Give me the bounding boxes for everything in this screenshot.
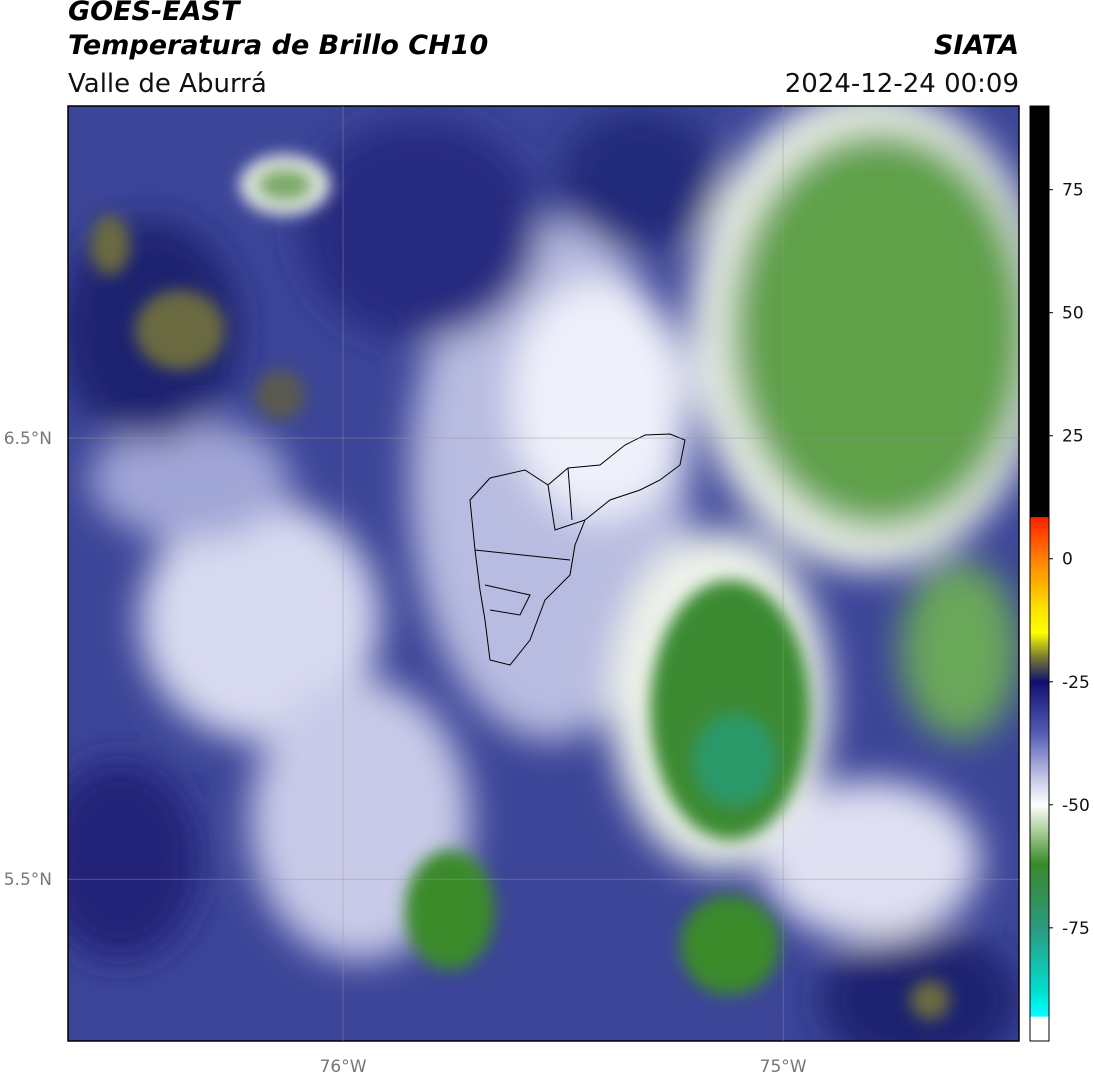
y-tick-label: 5.5°N [4,870,52,890]
valley-boundary [469,433,686,666]
x-tick-label: 75°W [760,1057,807,1077]
region: Valle de Aburrá [68,69,267,99]
grid [68,106,1019,1041]
colorbar-tick-label: -75 [1062,919,1090,939]
colorbar-tick-label: 0 [1062,550,1073,570]
source: SIATA [934,30,1019,61]
x-tick-label: 76°W [320,1057,367,1077]
colorbar-tick-label: 25 [1062,427,1084,447]
colorbar-tick-label: -50 [1062,796,1090,816]
colorbar-tick-label: 50 [1062,304,1084,324]
subtitle: Temperatura de Brillo CH10 [68,30,488,61]
colorbar [1029,105,1050,1042]
satellite-image [68,106,1019,1041]
title: GOES-EAST [68,0,242,27]
colorbar-tick-label: 75 [1062,181,1084,201]
map-frame [67,105,1020,1042]
datetime: 2024-12-24 00:09 [785,69,1019,99]
colorbar-tick-label: -25 [1062,673,1090,693]
y-tick-label: 6.5°N [4,429,52,449]
